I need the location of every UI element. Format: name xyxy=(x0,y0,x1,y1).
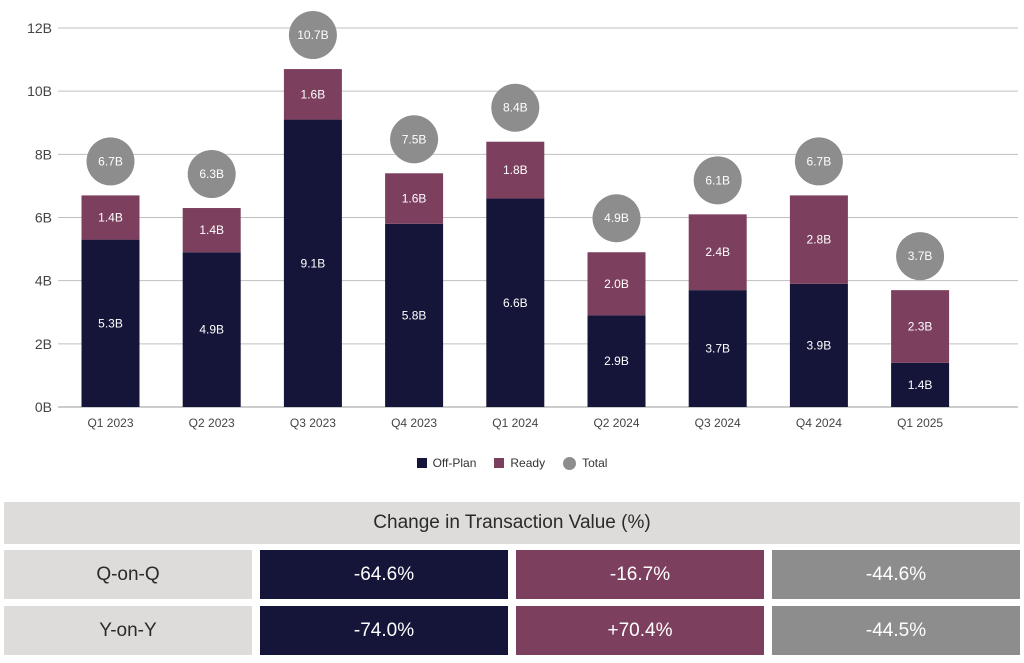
bar-ready xyxy=(688,214,747,291)
x-tick-label: Q1 2023 xyxy=(87,416,133,430)
x-tick-label: Q2 2023 xyxy=(189,416,235,430)
bar-label-ready: 2.0B xyxy=(604,277,629,291)
table-title: Change in Transaction Value (%) xyxy=(4,502,1020,544)
total-label: 4.9B xyxy=(604,211,629,225)
y-tick-label: 8B xyxy=(35,146,52,162)
total-bubble xyxy=(896,232,945,281)
y-axis-ticks: 0B 2B 4B 6B 8B 10B 12B xyxy=(27,20,52,415)
qoq-ready-value: -16.7% xyxy=(516,550,764,599)
bar-label-off-plan: 4.9B xyxy=(199,323,224,337)
total-bubble xyxy=(491,83,540,132)
y-tick-label: 12B xyxy=(27,20,52,36)
total-label: 10.7B xyxy=(297,28,328,42)
bar-label-ready: 2.4B xyxy=(705,245,730,259)
x-tick-label: Q3 2024 xyxy=(695,416,741,430)
x-tick-label: Q1 2025 xyxy=(897,416,943,430)
bar-label-ready: 1.8B xyxy=(503,163,528,177)
bar-label-off-plan: 5.3B xyxy=(98,316,123,330)
bar-off-plan xyxy=(891,362,950,407)
legend-total-label: Total xyxy=(582,456,608,470)
total-bubble xyxy=(693,156,742,205)
change-table: Change in Transaction Value (%) Q-on-Q -… xyxy=(4,502,1020,655)
bar-ready xyxy=(182,208,241,253)
x-tick-label: Q3 2023 xyxy=(290,416,336,430)
bar-label-off-plan: 1.4B xyxy=(908,378,933,392)
row-label-qoq: Q-on-Q xyxy=(4,550,252,599)
total-bubble xyxy=(86,137,135,186)
bar-off-plan xyxy=(182,252,241,407)
y-tick-label: 0B xyxy=(35,399,52,415)
bar-label-off-plan: 9.1B xyxy=(301,256,326,270)
y-tick-label: 6B xyxy=(35,210,52,226)
total-bubble xyxy=(288,11,337,60)
y-tick-label: 2B xyxy=(35,336,52,352)
bar-label-ready: 2.8B xyxy=(807,233,832,247)
x-tick-label: Q2 2024 xyxy=(593,416,639,430)
legend-ready-label: Ready xyxy=(510,456,546,470)
bar-label-off-plan: 3.7B xyxy=(705,342,730,356)
bar-label-off-plan: 3.9B xyxy=(807,338,832,352)
legend-total-swatch xyxy=(563,456,577,470)
bar-ready xyxy=(891,290,950,363)
bar-label-ready: 1.6B xyxy=(301,87,326,101)
legend-ready-swatch xyxy=(494,458,505,468)
total-bubble xyxy=(390,115,439,164)
bars: 5.3B 1.4B 6.7B 4.9B 1.4B 6.3B 9.1B 1.6B 10.7B 5.8… xyxy=(81,11,950,407)
bar-ready xyxy=(789,195,848,284)
total-label: 6.7B xyxy=(807,154,832,168)
table-row-yoy: Y-on-Y -74.0% +70.4% -44.5% xyxy=(4,606,1020,655)
total-bubble xyxy=(187,150,236,199)
total-bubble xyxy=(592,194,641,243)
bar-off-plan xyxy=(688,290,747,407)
legend-off-plan-swatch xyxy=(416,458,427,468)
legend-off-plan-label: Off-Plan xyxy=(432,456,477,470)
bar-label-off-plan: 5.8B xyxy=(402,308,427,322)
yoy-total-value: -44.5% xyxy=(772,606,1020,655)
bar-off-plan xyxy=(385,223,444,407)
bar-ready xyxy=(81,195,140,240)
bar-chart: 0B 2B 4B 6B 8B 10B 12B 5.3B 1.4B 6.7B 4.9B 1.4B 6.3… xyxy=(27,11,1018,430)
bar-off-plan xyxy=(789,283,848,407)
bar-label-off-plan: 2.9B xyxy=(604,354,629,368)
total-label: 7.5B xyxy=(402,132,427,146)
bar-ready xyxy=(486,141,545,199)
total-label: 6.3B xyxy=(199,167,224,181)
total-label: 6.1B xyxy=(705,173,730,187)
bar-ready xyxy=(587,252,646,316)
qoq-off-plan-value: -64.6% xyxy=(260,550,508,599)
bar-label-ready: 1.4B xyxy=(199,223,224,237)
bar-off-plan xyxy=(486,198,545,407)
bar-label-off-plan: 6.6B xyxy=(503,296,528,310)
bar-off-plan xyxy=(81,239,140,407)
table-row-qoq: Q-on-Q -64.6% -16.7% -44.6% xyxy=(4,550,1020,599)
total-label: 6.7B xyxy=(98,154,123,168)
y-tick-label: 4B xyxy=(35,273,52,289)
x-tick-label: Q1 2024 xyxy=(492,416,538,430)
bar-off-plan xyxy=(283,119,342,407)
legend: Off-Plan Ready Total xyxy=(0,456,1024,470)
yoy-ready-value: +70.4% xyxy=(516,606,764,655)
bar-label-ready: 2.3B xyxy=(908,319,933,333)
bar-ready xyxy=(385,173,444,224)
y-tick-label: 10B xyxy=(27,83,52,99)
x-axis-ticks: Q1 2023 Q2 2023 Q3 2023 Q4 2023 Q1 2024 Q2 20… xyxy=(87,416,943,430)
bar-label-ready: 1.4B xyxy=(98,211,123,225)
row-label-yoy: Y-on-Y xyxy=(4,606,252,655)
total-label: 3.7B xyxy=(908,249,933,263)
legend-total[interactable]: Total xyxy=(563,456,607,470)
x-tick-label: Q4 2023 xyxy=(391,416,437,430)
bar-off-plan xyxy=(587,315,646,407)
legend-off-plan[interactable]: Off-Plan xyxy=(416,456,477,470)
total-label: 8.4B xyxy=(503,101,528,115)
qoq-total-value: -44.6% xyxy=(772,550,1020,599)
x-tick-label: Q4 2024 xyxy=(796,416,842,430)
legend-ready[interactable]: Ready xyxy=(494,456,545,470)
total-bubble xyxy=(794,137,843,186)
yoy-off-plan-value: -74.0% xyxy=(260,606,508,655)
bar-label-ready: 1.6B xyxy=(402,192,427,206)
bar-ready xyxy=(283,69,342,120)
